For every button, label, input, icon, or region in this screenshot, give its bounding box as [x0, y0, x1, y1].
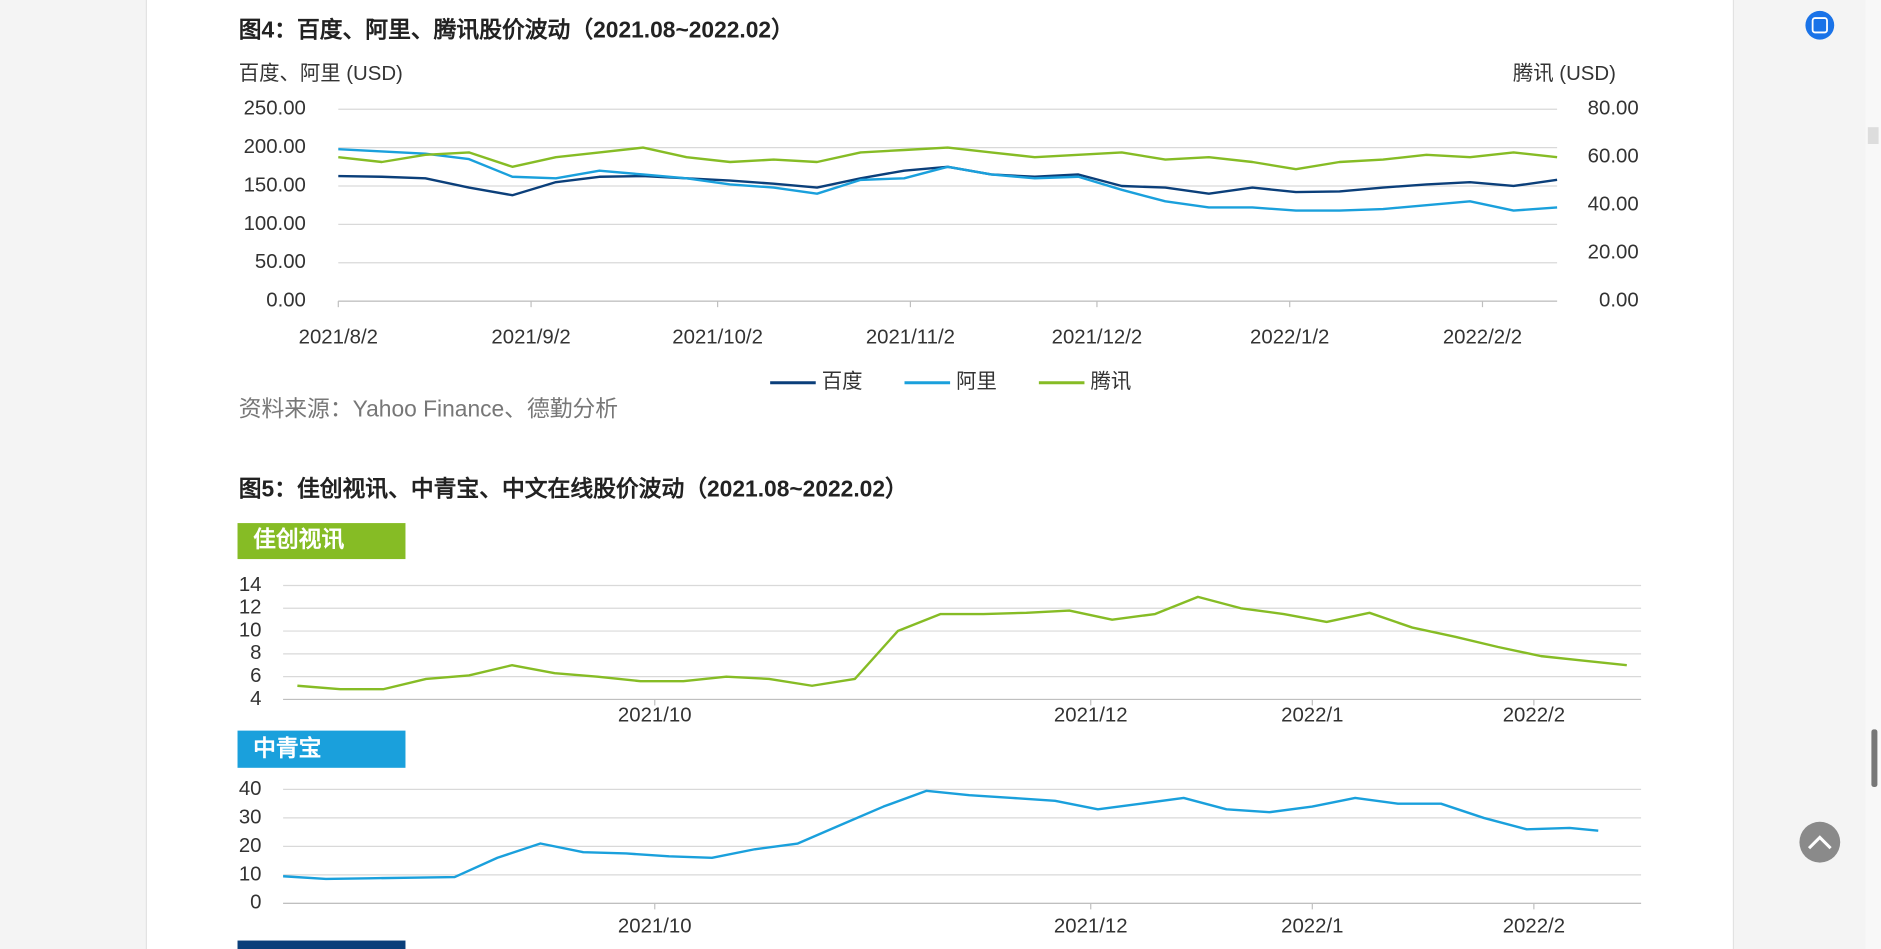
- x-tick-label: 2022/1: [1281, 916, 1343, 938]
- y-tick-label: 50.00: [255, 251, 306, 273]
- figure-title: 图4：百度、阿里、腾讯股价波动（2021.08~2022.02）: [239, 16, 794, 42]
- panel-label-box: [237, 940, 406, 949]
- side-button[interactable]: [1805, 10, 1835, 40]
- y-tick-label: 200.00: [244, 136, 306, 158]
- x-tick-label: 2022/2/2: [1443, 327, 1522, 349]
- x-tick-label: 2021/10: [618, 916, 692, 938]
- x-tick-label: 2022/2: [1503, 705, 1565, 727]
- legend-label: 百度: [822, 370, 863, 393]
- x-tick-label: 2022/1: [1281, 705, 1343, 727]
- y-tick-label: 12: [239, 597, 262, 619]
- back-to-top-button[interactable]: [1799, 821, 1841, 863]
- scrollbar[interactable]: [1865, 0, 1881, 949]
- data-line: [297, 595, 1627, 691]
- x-tick-label: 2021/10/2: [672, 327, 763, 349]
- y2-axis-label: 腾讯 (USD): [1513, 62, 1616, 85]
- data-line: [338, 147, 1558, 212]
- x-tick-label: 2021/10: [618, 705, 692, 727]
- y-tick-label: 6: [250, 665, 261, 687]
- back-to-top-icon: [1807, 835, 1832, 850]
- x-tick-label: 2022/1/2: [1250, 327, 1329, 349]
- x-tick-label: 2021/8/2: [299, 327, 378, 349]
- legend-label: 阿里: [956, 370, 997, 393]
- data-line: [338, 146, 1558, 171]
- side-button-icon: [1811, 17, 1828, 34]
- y-tick-label: 100.00: [244, 213, 306, 235]
- y-tick-label: 4: [250, 688, 261, 710]
- y-tick-label: 10: [239, 863, 262, 885]
- y-tick-label: 30: [239, 806, 262, 828]
- panel-label-box: [237, 730, 406, 768]
- y-tick-label: 150.00: [244, 174, 306, 196]
- y-tick-label: 40: [239, 778, 262, 800]
- y-tick-label: 8: [250, 642, 261, 664]
- y2-tick-label: 60.00: [1588, 146, 1639, 168]
- panel-label: 佳创视讯: [253, 526, 344, 552]
- x-tick-label: 2021/12: [1054, 705, 1128, 727]
- legend-label: 腾讯: [1090, 370, 1131, 393]
- y-tick-label: 0.00: [266, 290, 306, 312]
- scrollbar-thumb[interactable]: [1871, 729, 1878, 788]
- panel-label-box: [237, 523, 406, 560]
- scrollbar-marker: [1867, 127, 1879, 145]
- x-tick-label: 2021/11/2: [866, 327, 955, 349]
- y-tick-label: 10: [239, 619, 262, 641]
- y2-tick-label: 0.00: [1599, 290, 1639, 312]
- y-axis-label: 百度、阿里 (USD): [239, 62, 403, 85]
- document-page: [145, 0, 1735, 949]
- x-tick-label: 2021/12/2: [1052, 327, 1143, 349]
- panel-label: 中青宝: [253, 735, 321, 761]
- source-note: 资料来源：Yahoo Finance、德勤分析: [239, 395, 618, 421]
- data-line: [283, 789, 1599, 881]
- y-tick-label: 0: [250, 892, 261, 914]
- y2-tick-label: 80.00: [1588, 98, 1639, 120]
- x-tick-label: 2022/2: [1503, 916, 1565, 938]
- y-tick-label: 20: [239, 835, 262, 857]
- x-tick-label: 2021/9/2: [491, 327, 570, 349]
- y-tick-label: 14: [239, 574, 262, 596]
- y2-tick-label: 40.00: [1588, 194, 1639, 216]
- figure-title: 图5：佳创视讯、中青宝、中文在线股价波动（2021.08~2022.02）: [239, 476, 908, 502]
- y2-tick-label: 20.00: [1588, 242, 1639, 264]
- x-tick-label: 2021/12: [1054, 916, 1128, 938]
- y-tick-label: 250.00: [244, 98, 306, 120]
